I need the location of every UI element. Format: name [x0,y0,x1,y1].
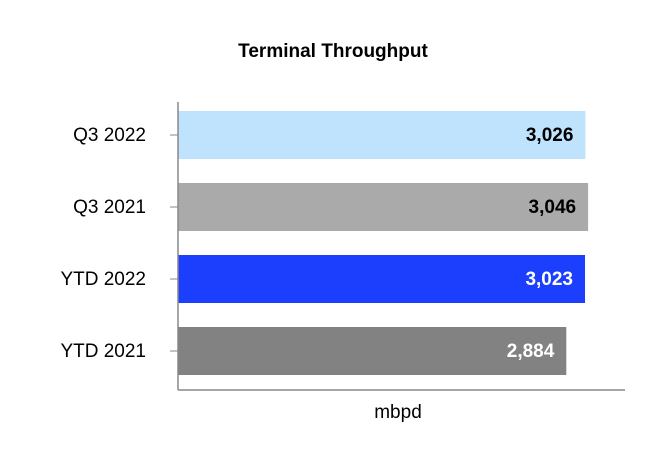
value-label: 3,026 [526,125,574,146]
x-axis-label: mbpd [374,402,422,423]
bar [178,183,589,231]
y-tick-label: YTD 2021 [60,341,146,362]
bar [178,111,586,159]
y-tick-label: Q3 2021 [73,197,146,218]
bar [178,255,586,303]
value-label: 3,023 [525,269,573,290]
y-tick-label: YTD 2022 [60,269,146,290]
value-label: 2,884 [507,341,555,362]
value-label: 3,046 [529,197,577,218]
y-tick-label: Q3 2022 [73,125,146,146]
bar [178,327,567,375]
chart-title: Terminal Throughput [238,41,428,62]
